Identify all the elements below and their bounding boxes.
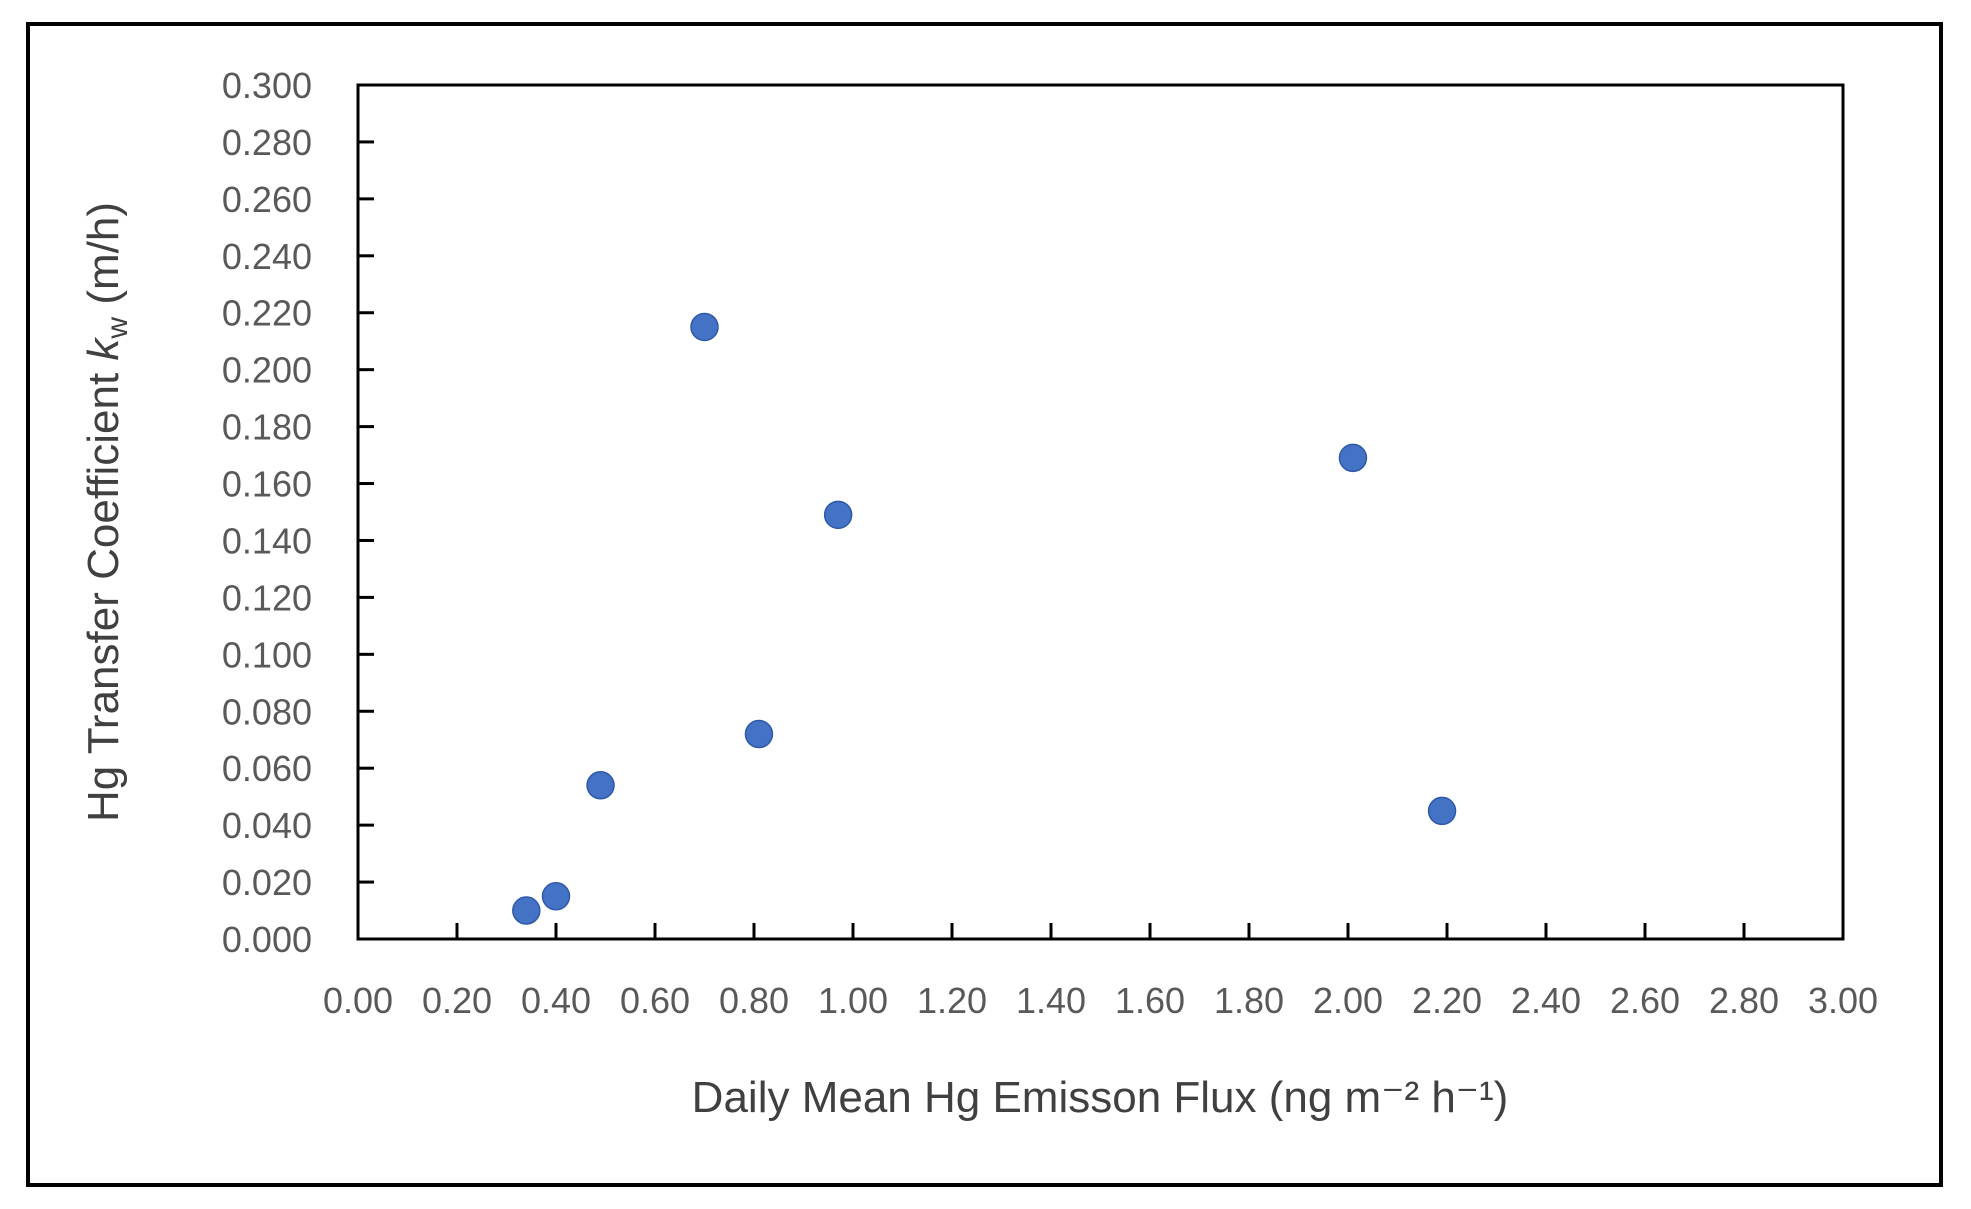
x-axis-title: Daily Mean Hg Emisson Flux (ng m⁻² h⁻¹) <box>692 1073 1509 1122</box>
y-tick-label: 0.220 <box>222 293 312 334</box>
data-point <box>1338 443 1368 473</box>
y-tick-label: 0.160 <box>222 464 312 505</box>
x-tick-label: 2.00 <box>1313 980 1383 1021</box>
x-tick-label: 0.60 <box>620 980 690 1021</box>
x-tick-label: 1.40 <box>1016 980 1086 1021</box>
x-tick-label: 0.00 <box>323 980 393 1021</box>
data-point <box>512 896 541 925</box>
x-tick-label: 0.80 <box>719 980 789 1021</box>
y-tick-label: 0.080 <box>222 691 312 732</box>
y-tick-label: 0.140 <box>222 520 312 561</box>
y-axis-tick-labels: 0.000 0.020 0.040 0.060 0.080 0.100 0.120 0.140… <box>222 65 312 960</box>
y-axis-ticks <box>358 140 374 884</box>
y-tick-label: 0.240 <box>222 236 312 277</box>
data-point <box>744 719 774 749</box>
y-axis-title-prefix: Hg Transfer Coefficient <box>79 361 128 822</box>
x-tick-label: 3.00 <box>1808 980 1878 1021</box>
y-tick-label: 0.040 <box>222 805 312 846</box>
data-point <box>1427 796 1457 826</box>
x-tick-label: 0.40 <box>521 980 591 1021</box>
x-tick-label: 2.40 <box>1511 980 1581 1021</box>
y-tick-label: 0.280 <box>222 122 312 163</box>
y-tick-label: 0.200 <box>222 350 312 391</box>
data-point <box>586 771 615 800</box>
y-tick-label: 0.300 <box>222 65 312 106</box>
x-tick-label: 2.20 <box>1412 980 1482 1021</box>
figure-border <box>26 22 1943 1187</box>
y-axis-title-k: k <box>79 337 128 361</box>
y-tick-label: 0.260 <box>222 179 312 220</box>
x-axis-tick-labels: 0.00 0.20 0.40 0.60 0.80 1.00 1.20 1.40 1.60 1.80… <box>323 980 1878 1021</box>
x-tick-label: 1.00 <box>818 980 888 1021</box>
plot-area-frame <box>356 83 1845 941</box>
y-tick-label: 0.120 <box>222 577 312 618</box>
x-tick-label: 0.20 <box>422 980 492 1021</box>
x-tick-label: 1.60 <box>1115 980 1185 1021</box>
y-axis-title-suffix: (m/h) <box>79 202 128 317</box>
y-tick-label: 0.180 <box>222 407 312 448</box>
data-point <box>823 500 853 530</box>
data-points <box>512 312 1457 925</box>
data-point <box>690 312 719 342</box>
y-axis-title-k-subscript: w <box>101 317 134 340</box>
y-tick-label: 0.100 <box>222 634 312 675</box>
y-tick-label: 0.020 <box>222 862 312 903</box>
x-tick-label: 1.20 <box>917 980 987 1021</box>
y-tick-label: 0.000 <box>222 919 312 960</box>
x-tick-label: 2.80 <box>1709 980 1779 1021</box>
y-tick-label: 0.060 <box>222 748 312 789</box>
data-point <box>541 882 571 911</box>
x-tick-label: 1.80 <box>1214 980 1284 1021</box>
x-axis-ticks <box>455 923 1746 939</box>
y-axis-title: Hg Transfer Coefficient kw (m/h) <box>79 202 134 822</box>
x-tick-label: 2.60 <box>1610 980 1680 1021</box>
